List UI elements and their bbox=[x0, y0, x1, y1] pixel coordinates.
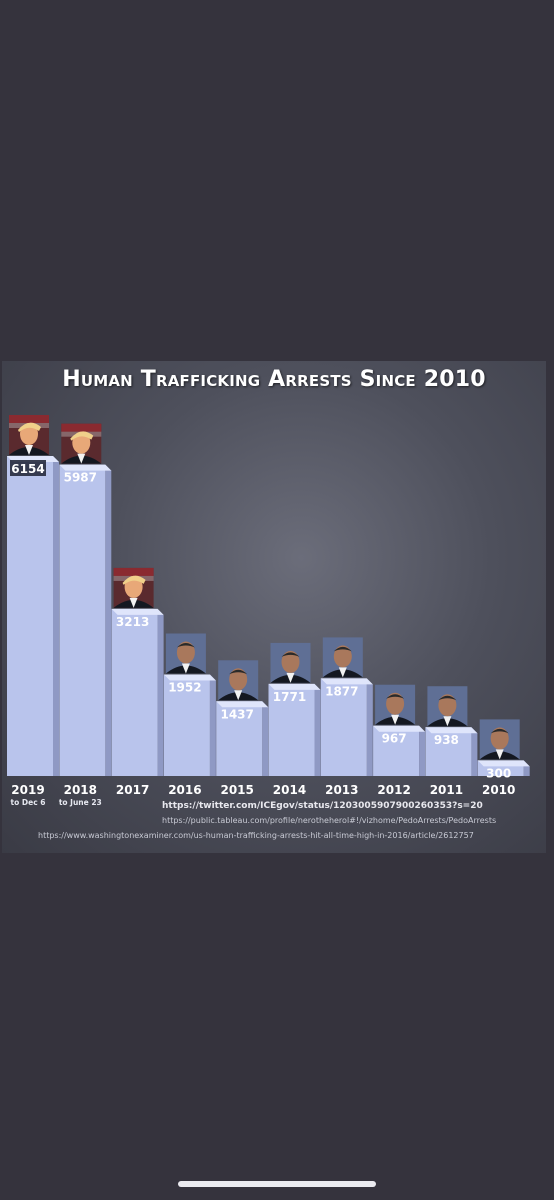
bar-top-2014 bbox=[268, 683, 321, 690]
bar-group-2010: 300 2010 bbox=[477, 719, 530, 797]
bar-group-2016: 1952 2016 bbox=[163, 633, 216, 797]
portrait-2019 bbox=[9, 415, 49, 455]
category-label-2013: 2013 bbox=[325, 783, 358, 797]
bar-group-2014: 1771 2014 bbox=[268, 642, 321, 797]
bar-top-2010 bbox=[477, 760, 530, 767]
bar-2017 bbox=[111, 608, 158, 776]
category-label-2012: 2012 bbox=[377, 783, 410, 797]
bar-group-2012: 967 2012 bbox=[373, 684, 426, 797]
portrait-2013 bbox=[322, 637, 363, 678]
category-label-2019: 2019 bbox=[11, 783, 44, 797]
bar-2015 bbox=[216, 701, 263, 776]
chart-title: Human Trafficking Arrests Since 2010 bbox=[62, 367, 486, 392]
category-label-2017: 2017 bbox=[116, 783, 149, 797]
category-label-2010: 2010 bbox=[482, 783, 515, 797]
portrait-2016 bbox=[165, 633, 206, 674]
value-label-2017: 3213 bbox=[116, 615, 149, 629]
bar-group-2017: 3213 2017 bbox=[111, 567, 164, 797]
bar-top-2017 bbox=[111, 608, 164, 615]
portrait-2015 bbox=[218, 660, 259, 701]
bar-2019 bbox=[7, 456, 53, 776]
value-label-2019: 6154 bbox=[11, 462, 44, 476]
value-label-2018: 5987 bbox=[64, 471, 97, 485]
bar-side-2012 bbox=[419, 725, 426, 776]
bar-side-2014 bbox=[314, 683, 321, 776]
bar-2013 bbox=[320, 678, 367, 776]
category-label-2018: 2018 bbox=[64, 783, 97, 797]
value-label-2015: 1437 bbox=[220, 707, 253, 721]
portrait-2010 bbox=[479, 719, 520, 760]
source-link-2[interactable]: https://public.tableau.com/profile/nerot… bbox=[162, 816, 497, 825]
bar-2016 bbox=[163, 674, 210, 776]
bar-group-2013: 1877 2013 bbox=[320, 637, 373, 797]
source-link-1[interactable]: https://twitter.com/ICEgov/status/120300… bbox=[162, 801, 483, 811]
bar-side-2016 bbox=[209, 674, 216, 776]
bar-2011 bbox=[425, 727, 472, 776]
value-label-2011: 938 bbox=[434, 733, 459, 747]
home-indicator[interactable] bbox=[178, 1181, 376, 1187]
category-label-2015: 2015 bbox=[220, 783, 253, 797]
category-note-2019: to Dec 6 bbox=[11, 798, 46, 807]
category-label-2011: 2011 bbox=[430, 783, 463, 797]
bar-top-2018 bbox=[59, 464, 112, 471]
bar-side-2017 bbox=[157, 608, 164, 776]
value-label-2010: 300 bbox=[486, 766, 511, 780]
value-label-2014: 1771 bbox=[273, 690, 306, 704]
bar-2014 bbox=[268, 683, 315, 776]
source-link-3[interactable]: https://www.washingtonexaminer.com/us-hu… bbox=[38, 831, 474, 840]
bar-top-2012 bbox=[373, 725, 426, 732]
value-label-2016: 1952 bbox=[168, 680, 201, 694]
bar-2018 bbox=[59, 464, 106, 776]
bar-side-2013 bbox=[366, 678, 373, 776]
bar-side-2018 bbox=[105, 464, 112, 776]
bar-top-2013 bbox=[320, 678, 373, 685]
category-label-2014: 2014 bbox=[273, 783, 306, 797]
bar-side-2019 bbox=[53, 456, 59, 776]
bar-top-2015 bbox=[216, 701, 269, 708]
bar-top-2016 bbox=[163, 674, 216, 681]
bar-2012 bbox=[373, 725, 420, 776]
chart-panel: Human Trafficking Arrests Since 2010 615… bbox=[2, 361, 546, 853]
category-label-2016: 2016 bbox=[168, 783, 201, 797]
value-label-2012: 967 bbox=[382, 732, 407, 746]
category-note-2018: to June 23 bbox=[59, 798, 102, 807]
portrait-2017 bbox=[113, 567, 154, 608]
bar-top-2011 bbox=[425, 727, 478, 734]
value-label-2013: 1877 bbox=[325, 684, 358, 698]
portrait-2018 bbox=[61, 423, 102, 464]
bar-side-2011 bbox=[471, 727, 478, 776]
portrait-2014 bbox=[270, 642, 311, 683]
portrait-2011 bbox=[427, 686, 468, 727]
portrait-2012 bbox=[375, 684, 416, 725]
bar-group-2015: 1437 2015 bbox=[216, 660, 269, 797]
bar-side-2015 bbox=[262, 701, 269, 776]
bar-group-2011: 938 2011 bbox=[425, 686, 478, 797]
